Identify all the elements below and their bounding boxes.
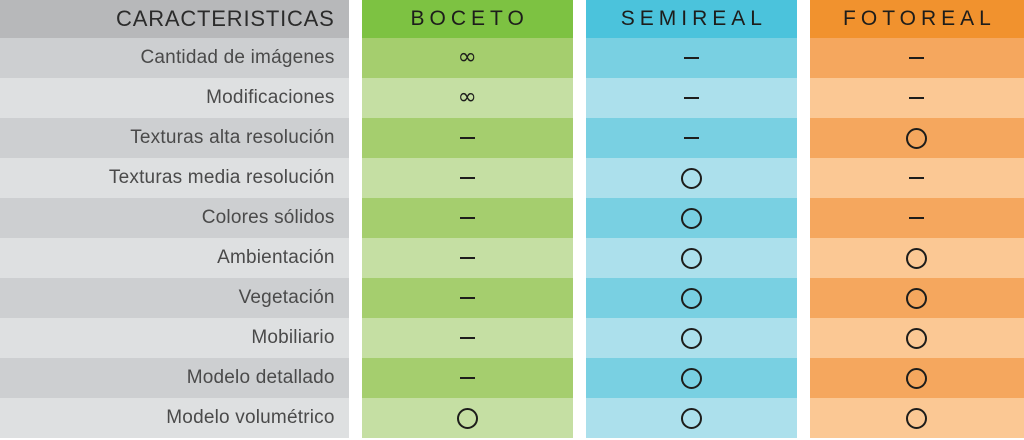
column-separator (796, 0, 810, 440)
dash-icon (683, 57, 699, 59)
circle-icon (906, 287, 928, 309)
dash-icon (909, 177, 925, 179)
table-row: Colores sólidos (0, 198, 349, 238)
table-row: Modelo detallado (0, 358, 349, 398)
dash-icon (909, 217, 925, 219)
table-row: Texturas alta resolución (0, 118, 349, 158)
table-corner-header: CARACTERISTICAS (0, 0, 349, 38)
data-cell (809, 358, 1024, 398)
table-row: Ambientación (0, 238, 349, 278)
column-header-label: SEMIREAL (620, 7, 767, 30)
column-header-semireal: SEMIREAL (585, 0, 797, 38)
data-cell (809, 318, 1024, 358)
dash-icon (909, 57, 925, 59)
dash-icon (683, 137, 699, 139)
circle-icon (906, 127, 928, 149)
data-cell (809, 238, 1024, 278)
dash-icon (459, 177, 475, 179)
table-row: Texturas media resolución (0, 158, 349, 198)
data-cell (809, 118, 1024, 158)
circle-icon (680, 287, 702, 309)
infinity-icon: ∞ (457, 84, 477, 110)
feature-label-ambientacion: Ambientación (217, 247, 335, 268)
data-cell (809, 38, 1024, 78)
column-header-label: BOCETO (410, 7, 529, 30)
circle-icon (680, 407, 702, 429)
table-row: Mobiliario (0, 318, 349, 358)
data-cell (361, 358, 573, 398)
feature-label-colores-solidos: Colores sólidos (201, 207, 335, 228)
dash-icon (459, 337, 475, 339)
circle-icon (906, 327, 928, 349)
dash-icon (459, 137, 475, 139)
feature-label-texturas-media-resolucion: Texturas media resolución (108, 167, 335, 188)
circle-icon (906, 407, 928, 429)
dash-icon (459, 297, 475, 299)
column-header-fotoreal: FOTOREAL (809, 0, 1024, 38)
data-cell (809, 398, 1024, 438)
table-row: Vegetación (0, 278, 349, 318)
infinity-icon: ∞ (457, 44, 477, 70)
circle-icon (680, 247, 702, 269)
dash-icon (459, 217, 475, 219)
dash-icon (909, 97, 925, 99)
circle-icon (680, 367, 702, 389)
dash-icon (683, 97, 699, 99)
data-cell (361, 278, 573, 318)
data-cell: ∞ (361, 78, 573, 118)
circle-icon (680, 327, 702, 349)
data-cell (809, 78, 1024, 118)
circle-icon (906, 247, 928, 269)
circle-icon (680, 207, 702, 229)
data-cell (585, 198, 797, 238)
feature-label-vegetacion: Vegetación (238, 287, 335, 308)
column-separator (572, 0, 586, 440)
data-cell (809, 198, 1024, 238)
data-cell (585, 238, 797, 278)
data-cell: ∞ (361, 38, 573, 78)
data-cell (361, 238, 573, 278)
dash-icon (459, 377, 475, 379)
column-header-boceto: BOCETO (361, 0, 573, 38)
data-column-fotoreal: FOTOREAL (809, 0, 1024, 440)
data-column-boceto: BOCETO ∞ ∞ (361, 0, 573, 440)
table-row: Modelo volumétrico (0, 398, 349, 438)
circle-icon (456, 407, 478, 429)
data-cell (585, 398, 797, 438)
data-column-semireal: SEMIREAL (585, 0, 797, 440)
data-cell (361, 398, 573, 438)
data-cell (585, 278, 797, 318)
features-header-label: CARACTERISTICAS (116, 6, 335, 31)
data-cell (585, 318, 797, 358)
data-cell (361, 198, 573, 238)
data-cell (585, 38, 797, 78)
feature-label-mobiliario: Mobiliario (251, 327, 335, 348)
data-cell (585, 358, 797, 398)
data-cell (361, 118, 573, 158)
data-cell (585, 158, 797, 198)
feature-label-modelo-detallado: Modelo detallado (186, 367, 335, 388)
feature-label-modelo-volumetrico: Modelo volumétrico (166, 407, 335, 428)
data-cell (361, 158, 573, 198)
feature-label-modificaciones: Modificaciones (206, 87, 335, 108)
data-cell (809, 278, 1024, 318)
circle-icon (680, 167, 702, 189)
circle-icon (906, 367, 928, 389)
data-cell (361, 318, 573, 358)
data-cell (585, 78, 797, 118)
table-row: Modificaciones (0, 78, 349, 118)
feature-label-column: CARACTERISTICAS Cantidad de imágenes Mod… (0, 0, 349, 440)
data-cell (809, 158, 1024, 198)
data-cell (585, 118, 797, 158)
dash-icon (459, 257, 475, 259)
column-separator (348, 0, 362, 440)
table-row: Cantidad de imágenes (0, 38, 349, 78)
column-header-label: FOTOREAL (843, 7, 996, 30)
feature-label-texturas-alta-resolucion: Texturas alta resolución (130, 127, 335, 148)
feature-label-cantidad-de-imagenes: Cantidad de imágenes (140, 47, 335, 68)
